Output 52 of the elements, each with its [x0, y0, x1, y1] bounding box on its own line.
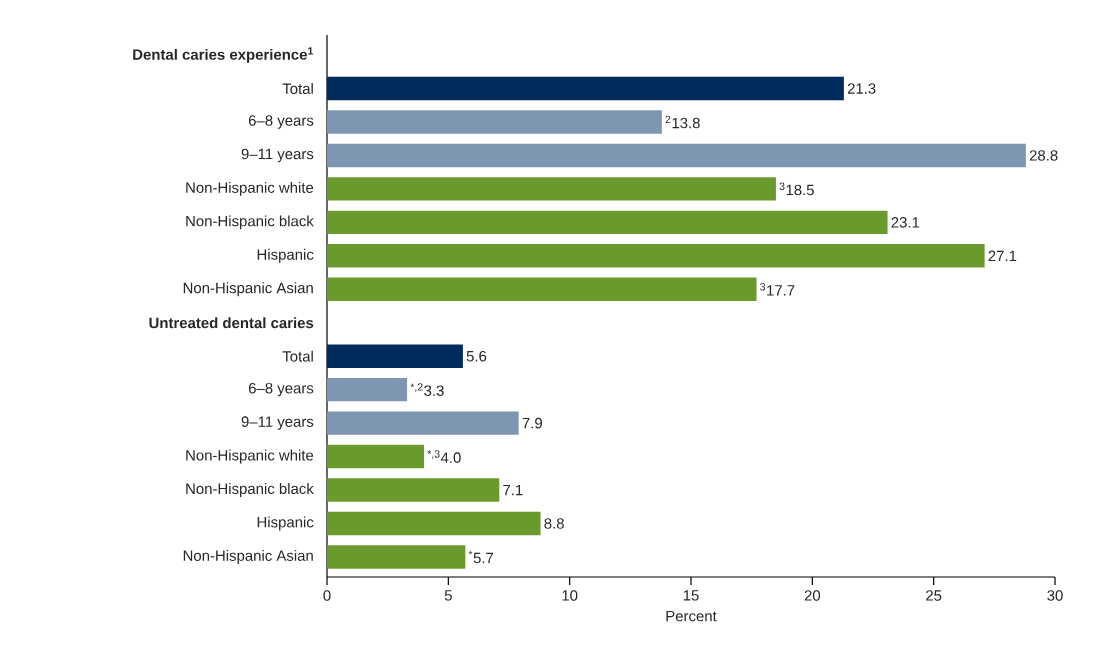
bar [327, 277, 757, 301]
bar [327, 444, 425, 469]
y-tick-label: Total [282, 350, 313, 362]
bar [327, 411, 519, 435]
y-tick-label: Untreated dental caries [149, 317, 314, 329]
x-tick-label: 5 [444, 590, 452, 601]
x-tick-label: 0 [323, 590, 331, 601]
y-tick-label: Total [282, 83, 313, 95]
data-label: 27.1 [988, 250, 1017, 262]
bar [327, 143, 1026, 168]
data-label: 28.8 [1029, 150, 1058, 161]
bar [327, 110, 662, 134]
data-label: 5.6 [466, 350, 487, 362]
x-tick-label: 10 [562, 590, 578, 601]
y-tick-label: 6–8 years [248, 382, 314, 397]
data-label: $^{3}$18.5 [779, 182, 814, 196]
data-label: 21.3 [847, 83, 876, 94]
y-tick-label: Hispanic [257, 248, 314, 263]
y-tick-label: Hispanic [257, 516, 314, 531]
bar [327, 76, 844, 101]
data-label: $^{*}$5.7 [468, 550, 494, 564]
y-tick-label: 9–11 years [241, 148, 314, 163]
x-axis-title: Percent [666, 610, 717, 622]
bar [327, 244, 985, 268]
data-label: $^{3}$17.7 [760, 283, 795, 296]
x-tick-label: 30 [1047, 590, 1063, 601]
y-tick-label: Non-Hispanic black [186, 483, 314, 497]
bar [327, 344, 463, 368]
x-tick-label: 15 [683, 590, 699, 601]
data-label: $^{*,3}$4.0 [427, 450, 461, 463]
data-label: 7.1 [503, 484, 523, 496]
bar [327, 177, 776, 201]
data-label: $^{2}$13.8 [665, 115, 700, 129]
bar [327, 210, 888, 235]
data-label: 7.9 [522, 417, 542, 429]
y-tick-label: Dental caries experience$^{1}$ [133, 47, 314, 63]
bar [327, 377, 408, 402]
y-tick-label: 6–8 years [248, 115, 314, 129]
y-tick-label: 9–11 years [241, 416, 314, 430]
data-label: 23.1 [891, 217, 920, 228]
data-label: 8.8 [544, 518, 564, 529]
x-tick-label: 20 [804, 590, 821, 601]
bar [327, 478, 500, 502]
y-tick-label: Non-Hispanic black [186, 215, 314, 230]
y-tick-label: Non-Hispanic Asian [183, 549, 313, 564]
bar [327, 511, 541, 536]
data-label: $^{*,2}$3.3 [410, 383, 444, 396]
bar [327, 545, 466, 569]
x-tick-label: 25 [926, 590, 942, 601]
y-tick-label: Non-Hispanic white [186, 449, 314, 464]
y-tick-label: Non-Hispanic white [186, 181, 314, 196]
y-tick-label: Non-Hispanic Asian [183, 282, 313, 297]
